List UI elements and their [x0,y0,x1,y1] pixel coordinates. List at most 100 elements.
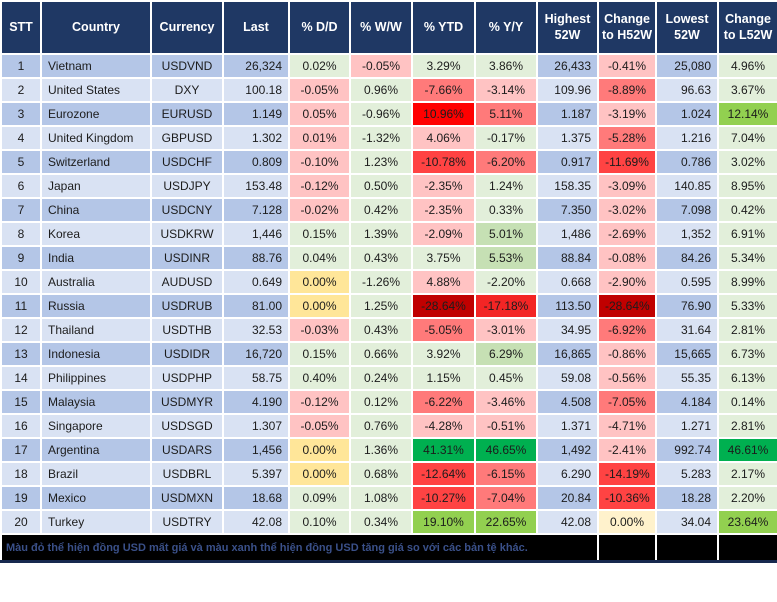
cell-pct-ww: 1.25% [349,293,413,319]
cell-highest-52w: 20.84 [536,485,599,511]
cell-chg-h52w: -28.64% [597,293,657,319]
footer-blank-cell [655,533,719,563]
table-row: 9 India USDINR 88.76 0.04% 0.43% 3.75% 5.53% 88.… [0,245,777,271]
cell-chg-l52w: 23.64% [717,509,777,535]
cell-currency: USDCNY [150,197,224,223]
cell-lowest-52w: 4.184 [655,389,719,415]
cell-lowest-52w: 0.595 [655,269,719,295]
cell-chg-l52w: 2.20% [717,485,777,511]
cell-highest-52w: 1.187 [536,101,599,127]
table-row: 4 United Kingdom GBPUSD 1.302 0.01% -1.32% 4.0… [0,125,777,151]
cell-pct-dd: 0.00% [288,461,351,487]
cell-currency: USDSGD [150,413,224,439]
cell-chg-h52w: -3.09% [597,173,657,199]
cell-currency: USDBRL [150,461,224,487]
table-row: 19 Mexico USDMXN 18.68 0.09% 1.08% -10.27% -7.0… [0,485,777,511]
cell-pct-dd: 0.05% [288,101,351,127]
header-pct-dd: % D/D [288,0,351,55]
cell-highest-52w: 109.96 [536,77,599,103]
cell-currency: USDPHP [150,365,224,391]
cell-lowest-52w: 18.28 [655,485,719,511]
cell-country: Thailand [40,317,152,343]
cell-currency: USDJPY [150,173,224,199]
cell-pct-ytd: -2.09% [411,221,476,247]
cell-currency: USDRUB [150,293,224,319]
cell-pct-yy: 0.45% [474,365,538,391]
cell-country: Vietnam [40,53,152,79]
cell-pct-ytd: -7.66% [411,77,476,103]
header-lowest-52w: Lowest 52W [655,0,719,55]
header-pct-yy: % Y/Y [474,0,538,55]
cell-country: Mexico [40,485,152,511]
header-currency: Currency [150,0,224,55]
cell-chg-h52w: -14.19% [597,461,657,487]
cell-highest-52w: 0.917 [536,149,599,175]
cell-highest-52w: 4.508 [536,389,599,415]
cell-stt: 13 [0,341,42,367]
header-stt: STT [0,0,42,55]
cell-chg-h52w: -3.19% [597,101,657,127]
cell-pct-ytd: 4.06% [411,125,476,151]
header-pct-ww: % W/W [349,0,413,55]
cell-lowest-52w: 5.283 [655,461,719,487]
cell-pct-ww: 0.34% [349,509,413,535]
cell-stt: 16 [0,413,42,439]
table-row: 15 Malaysia USDMYR 4.190 -0.12% 0.12% -6.22% -3… [0,389,777,415]
cell-pct-yy: 46.65% [474,437,538,463]
cell-pct-dd: -0.12% [288,173,351,199]
cell-highest-52w: 1.371 [536,413,599,439]
cell-pct-ww: 1.08% [349,485,413,511]
cell-chg-l52w: 4.96% [717,53,777,79]
cell-pct-ytd: -6.22% [411,389,476,415]
cell-pct-ytd: 1.15% [411,365,476,391]
cell-pct-dd: 0.09% [288,485,351,511]
cell-country: Eurozone [40,101,152,127]
cell-pct-ytd: -2.35% [411,197,476,223]
cell-last: 1,456 [222,437,290,463]
cell-country: United Kingdom [40,125,152,151]
cell-chg-h52w: -3.02% [597,197,657,223]
cell-lowest-52w: 7.098 [655,197,719,223]
cell-highest-52w: 1.375 [536,125,599,151]
cell-chg-h52w: -2.90% [597,269,657,295]
cell-country: Singapore [40,413,152,439]
cell-currency: GBPUSD [150,125,224,151]
cell-pct-dd: -0.02% [288,197,351,223]
cell-lowest-52w: 55.35 [655,365,719,391]
cell-last: 32.53 [222,317,290,343]
cell-highest-52w: 26,433 [536,53,599,79]
cell-currency: USDVND [150,53,224,79]
cell-stt: 11 [0,293,42,319]
cell-pct-ytd: 10.96% [411,101,476,127]
cell-pct-ww: 0.43% [349,317,413,343]
table-row: 10 Australia AUDUSD 0.649 0.00% -1.26% 4.88% -2… [0,269,777,295]
cell-pct-yy: -6.20% [474,149,538,175]
cell-last: 42.08 [222,509,290,535]
cell-lowest-52w: 1,352 [655,221,719,247]
cell-pct-yy: -17.18% [474,293,538,319]
cell-pct-ww: -0.05% [349,53,413,79]
header-change-to-l52w: Change to L52W [717,0,777,55]
cell-stt: 14 [0,365,42,391]
cell-stt: 10 [0,269,42,295]
cell-highest-52w: 42.08 [536,509,599,535]
cell-currency: AUDUSD [150,269,224,295]
cell-stt: 2 [0,77,42,103]
cell-pct-yy: -3.46% [474,389,538,415]
cell-chg-h52w: -6.92% [597,317,657,343]
cell-last: 1.302 [222,125,290,151]
cell-chg-l52w: 6.91% [717,221,777,247]
table-row: 7 China USDCNY 7.128 -0.02% 0.42% -2.35% 0.33% 7… [0,197,777,223]
cell-pct-ytd: -5.05% [411,317,476,343]
header-change-to-h52w: Change to H52W [597,0,657,55]
cell-pct-ww: 1.23% [349,149,413,175]
cell-pct-dd: 0.00% [288,293,351,319]
cell-stt: 17 [0,437,42,463]
cell-chg-l52w: 5.34% [717,245,777,271]
cell-highest-52w: 158.35 [536,173,599,199]
cell-chg-l52w: 8.99% [717,269,777,295]
cell-last: 0.649 [222,269,290,295]
cell-chg-h52w: -0.08% [597,245,657,271]
cell-pct-dd: -0.03% [288,317,351,343]
cell-chg-h52w: -0.41% [597,53,657,79]
